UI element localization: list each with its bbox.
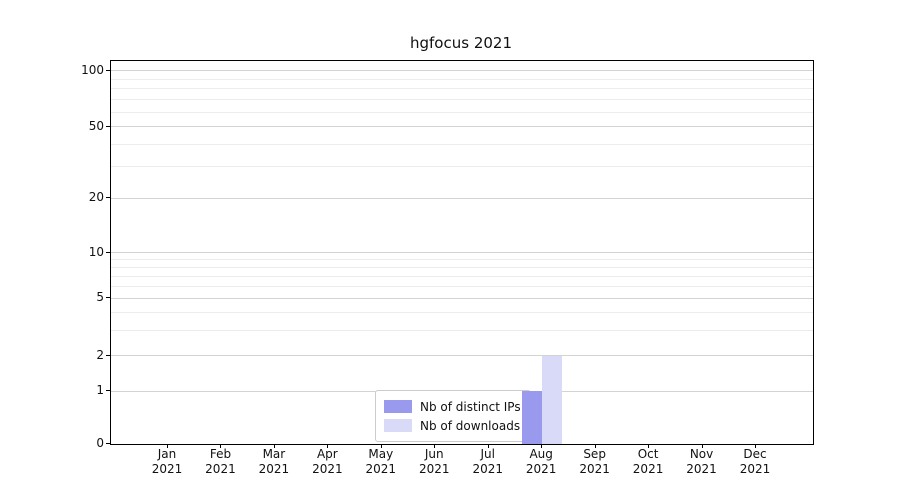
x-tick-mark [701, 444, 703, 448]
x-tick-label-mar: Mar 2021 [258, 447, 290, 476]
y-tick-label-5: 5 [96, 290, 104, 305]
plot-area [110, 60, 814, 445]
gridline-10 [111, 252, 813, 254]
gridline-5 [111, 297, 813, 299]
legend: Nb of distinct IPs Nb of downloads [375, 390, 531, 442]
gridline-70 [111, 99, 813, 101]
x-axis-tick-labels: Jan 2021 Feb 2021 Mar 2021 Apr 2021 May 2021 Jun 20… [110, 447, 812, 483]
y-tick-mark [106, 297, 110, 299]
x-tick-label-nov: Nov 2021 [686, 447, 717, 476]
y-tick-mark [106, 443, 110, 444]
x-tick-mark [594, 444, 596, 448]
gridline-8 [111, 266, 813, 268]
gridline-4 [111, 311, 813, 313]
gridline-9 [111, 259, 813, 261]
y-tick-label-10: 10 [88, 244, 104, 259]
y-tick-label-2: 2 [96, 347, 104, 362]
x-tick-label-oct: Oct 2021 [632, 447, 664, 476]
x-tick-mark [273, 444, 275, 448]
y-tick-mark [106, 251, 110, 253]
gridline-90 [111, 78, 813, 80]
bar-nb-of-distinct-ips-aug-2021 [522, 391, 543, 444]
gridline-50 [111, 126, 813, 128]
legend-swatch-downloads [384, 419, 412, 432]
y-tick-mark [106, 390, 110, 392]
legend-label-downloads: Nb of downloads [420, 418, 521, 433]
gridline-3 [111, 329, 813, 331]
x-tick-mark [755, 444, 756, 448]
x-tick-mark [167, 444, 168, 448]
x-tick-label-may: May 2021 [365, 447, 397, 476]
x-tick-mark [220, 444, 222, 448]
gridline-6 [111, 285, 813, 287]
gridline-80 [111, 88, 813, 90]
gridline-2 [111, 355, 813, 357]
x-tick-mark [648, 444, 650, 448]
x-tick-mark [487, 444, 489, 448]
y-tick-mark [106, 354, 110, 356]
x-tick-label-apr: Apr 2021 [312, 447, 343, 476]
x-tick-label-feb: Feb 2021 [205, 447, 236, 476]
y-tick-label-100: 100 [81, 62, 104, 77]
chart-title: hgfocus 2021 [410, 34, 512, 52]
gridline-100 [111, 70, 813, 72]
legend-label-distinct-ips: Nb of distinct IPs [420, 399, 521, 414]
x-tick-label-dec: Dec 2021 [739, 447, 771, 476]
bar-nb-of-downloads-aug-2021 [542, 355, 563, 444]
y-tick-mark [106, 197, 110, 199]
x-tick-label-jun: Jun 2021 [418, 447, 450, 476]
gridline-40 [111, 143, 813, 145]
y-tick-mark [106, 69, 110, 71]
x-tick-label-sep: Sep 2021 [579, 447, 610, 476]
x-tick-label-jul: Jul 2021 [472, 447, 503, 476]
x-tick-mark [541, 444, 543, 448]
x-tick-mark [380, 444, 382, 448]
gridline-30 [111, 166, 813, 168]
gridline-20 [111, 197, 813, 199]
x-tick-mark [434, 444, 436, 448]
x-tick-label-jan: Jan 2021 [151, 447, 183, 476]
y-tick-label-50: 50 [88, 118, 104, 133]
gridline-7 [111, 275, 813, 277]
x-tick-label-aug: Aug 2021 [525, 447, 557, 476]
y-tick-label-1: 1 [96, 383, 104, 398]
y-tick-label-0: 0 [96, 436, 104, 450]
x-tick-mark [327, 444, 329, 448]
legend-item-downloads: Nb of downloads [384, 416, 522, 435]
gridline-60 [111, 111, 813, 113]
y-tick-label-20: 20 [88, 190, 104, 205]
y-axis-tick-labels: 0 1 2 5 10 20 50 100 [0, 60, 104, 450]
legend-swatch-distinct-ips [384, 400, 412, 413]
legend-item-distinct-ips: Nb of distinct IPs [384, 397, 522, 416]
y-tick-mark [106, 125, 110, 127]
